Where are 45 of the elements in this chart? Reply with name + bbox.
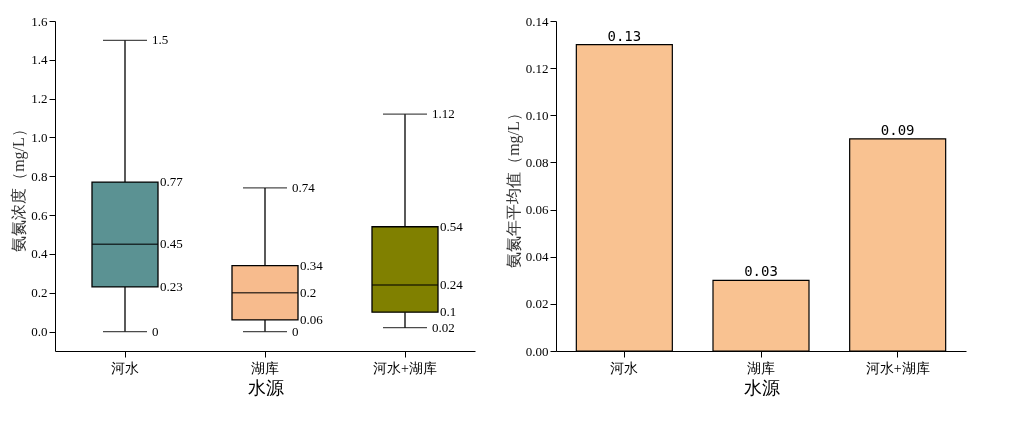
data-label: 0.09 — [880, 121, 915, 138]
y-tick-label: 0.00 — [525, 343, 549, 359]
y-tick-label: 0.0 — [31, 324, 48, 340]
annotation: 0 — [292, 323, 299, 339]
annotation: 0.74 — [292, 179, 316, 195]
data-label: 0.03 — [744, 263, 778, 280]
annotation: 0.45 — [160, 236, 183, 252]
y-tick-label: 0.06 — [525, 202, 549, 218]
annotation: 0.77 — [160, 174, 184, 190]
y-axis-title: 氨氮浓度（mg/L） — [10, 121, 29, 252]
y-tick-label: 0.02 — [525, 296, 549, 312]
x-axis-title: 水源 — [247, 377, 284, 398]
y-tick-label: 0.6 — [31, 207, 48, 223]
x-tick-label: 湖库 — [251, 360, 279, 376]
x-axis-title: 水源 — [743, 377, 780, 398]
y-tick-label: 0.14 — [525, 13, 549, 29]
annotation: 0.24 — [440, 277, 464, 292]
annotation: 0.23 — [160, 278, 183, 294]
annotation: 1.12 — [432, 106, 455, 122]
y-tick-label: 1.2 — [31, 91, 48, 107]
x-tick-label: 河水+湖库 — [373, 360, 437, 376]
x-tick-label: 河水+湖库 — [865, 360, 930, 376]
y-tick-label: 0.08 — [525, 154, 549, 170]
annotation: 0.06 — [300, 311, 324, 327]
y-axis-title: 氨氮年平均值（mg/L） — [504, 105, 523, 268]
y-tick-label: 1.4 — [31, 52, 48, 68]
annotation: 0 — [152, 323, 159, 339]
annotation: 0.02 — [432, 319, 455, 335]
y-tick-label: 1.0 — [31, 129, 48, 145]
annotation: 1.5 — [152, 32, 169, 48]
data-label: 0.13 — [607, 27, 642, 44]
x-tick-label: 河水 — [111, 360, 139, 376]
annotation: 0.2 — [300, 284, 317, 300]
x-tick-label: 湖库 — [747, 360, 775, 376]
y-tick-label: 0.4 — [31, 246, 48, 262]
y-tick-label: 0.10 — [525, 107, 549, 123]
y-tick-label: 0.04 — [525, 249, 549, 265]
y-tick-label: 0.2 — [31, 285, 48, 301]
annotation: 0.1 — [440, 304, 457, 320]
annotation: 0.34 — [300, 257, 324, 273]
y-tick-label: 0.12 — [525, 60, 549, 76]
x-tick-label: 河水 — [610, 360, 639, 376]
y-tick-label: 1.6 — [31, 13, 48, 29]
y-tick-label: 0.8 — [31, 168, 48, 184]
annotation: 0.54 — [440, 218, 464, 234]
